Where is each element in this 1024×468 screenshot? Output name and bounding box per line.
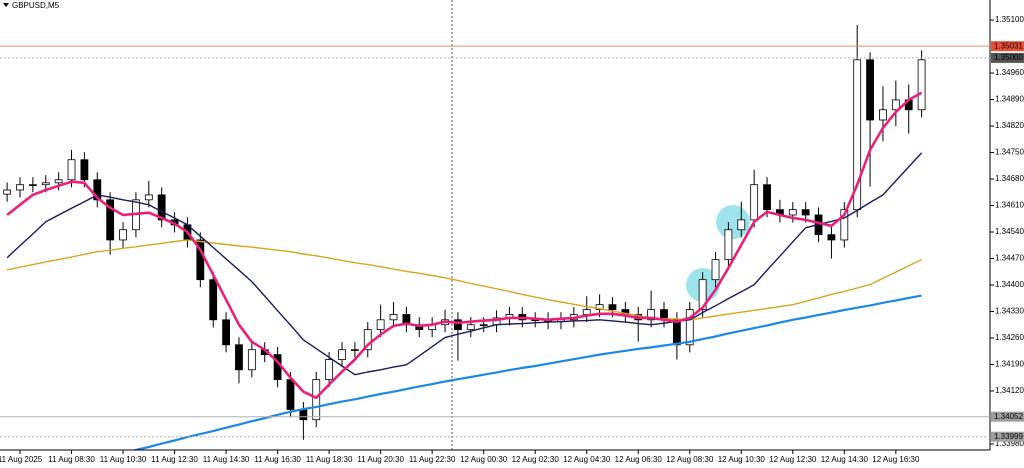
x-tick-label: 11 Aug 08:30 [48, 455, 95, 464]
candle-body [28, 184, 37, 186]
candle-body [312, 379, 321, 421]
y-tick-label: 1.34680 [995, 174, 1024, 183]
candle-body [247, 349, 256, 371]
candle-body [376, 319, 385, 331]
candle-body [891, 99, 900, 111]
candle-body [879, 109, 887, 121]
x-tick-label: 12 Aug 00:30 [460, 455, 508, 464]
candle-body [67, 159, 76, 181]
moving-average [6, 91, 923, 400]
candle-body [711, 259, 720, 281]
candle-body [106, 199, 115, 241]
candle-body [647, 309, 656, 321]
candle-body [157, 194, 166, 221]
x-tick-label: 12 Aug 14:30 [821, 455, 869, 464]
candle-body [3, 189, 12, 195]
chart-title: GBPUSD,M5 [12, 1, 60, 10]
candle-body [582, 309, 591, 315]
price-level-tag [991, 411, 1024, 422]
x-tick-label: 12 Aug 12:30 [769, 455, 817, 464]
candle-body [698, 279, 707, 310]
candle-body [16, 184, 24, 191]
y-tick-label: 1.34960 [995, 68, 1024, 77]
candle-body [80, 159, 89, 181]
y-tick-label: 1.34610 [995, 201, 1024, 210]
candle-body [299, 409, 308, 421]
x-tick-label: 11 Aug 14:30 [203, 455, 250, 464]
price-level-tag [991, 41, 1024, 52]
x-tick-label: 12 Aug 06:30 [615, 455, 663, 464]
price-level-label: 1.35000 [994, 53, 1023, 62]
y-tick-label: 1.34750 [995, 148, 1024, 157]
candle-body [363, 329, 372, 351]
y-tick-label: 1.34190 [995, 360, 1024, 369]
x-tick-label: 11 Aug 10:30 [100, 455, 147, 464]
candle-body [827, 234, 836, 241]
x-tick-label: 11 Aug 18:30 [306, 455, 353, 464]
y-tick-label: 1.34820 [995, 121, 1024, 130]
x-tick-label: 11 Aug 12:30 [151, 455, 198, 464]
menu-arrow[interactable] [3, 3, 9, 7]
x-tick-label: 12 Aug 04:30 [563, 455, 611, 464]
candle-body [724, 229, 733, 261]
y-tick-label: 1.35100 [995, 15, 1024, 24]
x-tick-label: 12 Aug 16:30 [872, 455, 920, 464]
candle-body [286, 379, 295, 410]
candle-body [479, 324, 488, 326]
candle-body [350, 349, 359, 351]
candle-body [338, 349, 346, 360]
candle-body [454, 319, 462, 331]
price-level-label: 1.34052 [994, 412, 1023, 421]
price-level-label: 1.35031 [994, 41, 1023, 50]
candle-body [801, 209, 810, 216]
candle-body [608, 304, 617, 310]
plot-area [3, 24, 926, 450]
y-tick-label: 1.34890 [995, 95, 1024, 104]
candle-body [119, 229, 127, 241]
y-tick-label: 1.34260 [995, 333, 1024, 342]
candle-body [325, 359, 334, 381]
x-tick-label: 12 Aug 08:30 [666, 455, 714, 464]
price-level-label: 1.33999 [994, 432, 1023, 441]
moving-average [6, 239, 922, 321]
candle-body [389, 314, 398, 321]
y-tick-label: 1.34120 [995, 386, 1024, 395]
moving-average [6, 152, 923, 376]
x-tick-label: 11 Aug 2025 [0, 455, 43, 464]
candle-body [196, 239, 205, 281]
price-level-tag [991, 431, 1024, 442]
candle-body [685, 309, 694, 346]
x-tick-label: 12 Aug 10:30 [718, 455, 766, 464]
candle-body [750, 184, 759, 221]
x-tick-label: 11 Aug 22:30 [409, 455, 456, 464]
candle-body [209, 279, 218, 321]
candle-body [866, 59, 874, 121]
candle-body [93, 179, 102, 201]
candle-body [917, 59, 926, 111]
x-tick-label: 11 Aug 16:30 [254, 455, 301, 464]
candle-body [763, 184, 771, 211]
candle-body [41, 182, 50, 186]
candle-body [54, 179, 63, 184]
candle-body [466, 324, 475, 331]
y-tick-label: 1.33980 [995, 439, 1024, 448]
y-tick-label: 1.34470 [995, 254, 1024, 263]
candle-body [737, 219, 746, 231]
price-level-tag [991, 52, 1024, 63]
candle-body [840, 209, 849, 241]
y-tick-label: 1.34330 [995, 307, 1024, 316]
candle-body [788, 209, 797, 216]
moving-average [131, 294, 922, 450]
candle-body [235, 344, 243, 371]
candle-body [595, 304, 604, 310]
y-tick-label: 1.34540 [995, 227, 1024, 236]
x-tick-label: 12 Aug 02:30 [512, 455, 560, 464]
candle-body [144, 194, 153, 201]
x-tick-label: 11 Aug 20:30 [357, 455, 404, 464]
candle-body [672, 319, 681, 346]
candle-body [222, 319, 230, 346]
y-tick-label: 1.34400 [995, 280, 1024, 289]
